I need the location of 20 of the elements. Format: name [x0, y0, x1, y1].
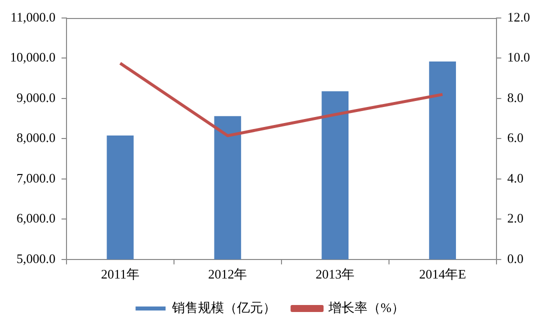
y2-tick-label: 8.0 — [507, 90, 524, 105]
y2-tick-label: 12.0 — [507, 9, 530, 24]
y-tick-label: 9,000.0 — [16, 90, 56, 105]
x-tick-label: 2014年E — [419, 266, 466, 282]
y2-tick-label: 10.0 — [507, 50, 530, 65]
y2-tick-label: 4.0 — [507, 170, 524, 186]
y-tick-label: 6,000.0 — [16, 210, 56, 226]
y2-tick-label: 2.0 — [507, 210, 524, 226]
y-tick-label: 5,000.0 — [16, 250, 56, 266]
y2-tick-label: 0.0 — [507, 250, 524, 266]
x-tick-label: 2013年 — [316, 266, 355, 282]
y-tick-label: 11,000.0 — [10, 9, 56, 24]
y2-tick-label: 6.0 — [507, 130, 524, 146]
y-tick-label: 10,000.0 — [10, 50, 56, 65]
y-tick-label: 7,000.0 — [16, 170, 56, 186]
legend-label: 销售规模（亿元） — [171, 300, 276, 315]
y-tick-label: 8,000.0 — [16, 130, 56, 146]
legend-label: 增长率（%） — [328, 300, 404, 315]
x-tick-label: 2012年 — [208, 266, 248, 282]
x-tick-label: 2011年 — [100, 266, 140, 282]
